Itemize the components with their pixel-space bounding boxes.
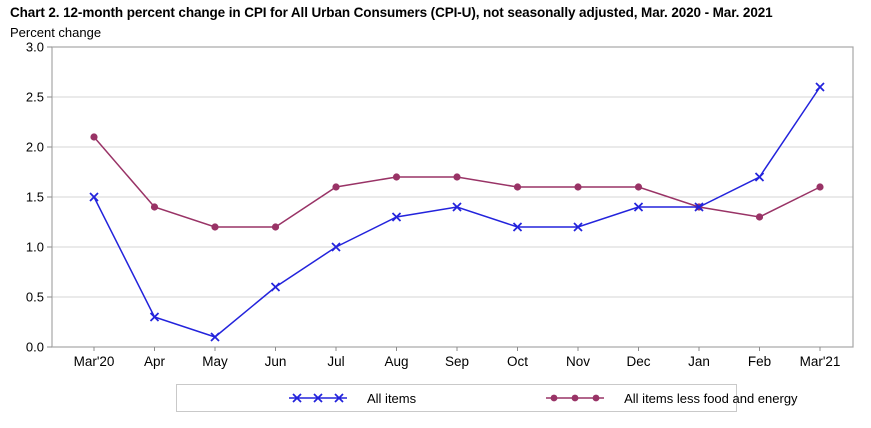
series-less-food-energy-marker [332,183,340,191]
x-tick-label: Oct [507,354,528,369]
series-less-food-energy-marker [453,173,461,181]
legend-item-core: All items less food and energy [546,390,798,406]
series-all-items-marker [149,312,160,322]
x-tick-label: Feb [748,354,771,369]
series-less-food-energy-marker [271,223,280,231]
y-tick-label: 1.5 [26,190,44,205]
series-less-food-energy-marker [150,203,159,211]
series-all-items-marker [270,282,281,292]
series-less-food-energy-marker [211,223,219,231]
legend-label-all-items: All items [367,390,417,406]
series-less-food-energy-line [93,136,821,228]
series-less-food-energy-marker [816,183,824,191]
series-all-items-marker [452,202,462,212]
legend-label-core: All items less food and energy [624,390,798,406]
legend-item-all-items: All items [289,391,416,406]
x-tick-label: Mar'20 [74,354,115,369]
series-all-items-line [93,86,821,338]
legend-swatch-line-x-icon [289,393,347,403]
x-tick-label: May [202,354,228,369]
x-tick-label: Aug [384,354,408,369]
series-less-food-energy-marker [574,183,582,191]
x-tick-label: Dec [626,354,650,369]
y-axis-unit-label: Percent change [10,25,102,40]
y-tick-label: 0.5 [26,290,44,305]
series-all-items-marker [331,242,341,252]
x-tick-label: Jun [265,354,287,369]
legend-swatch-line-dot-icon [546,394,605,402]
series-less-food-energy-marker [90,133,98,141]
series-all-items-marker [89,192,99,202]
series-less-food-energy-marker [513,183,522,191]
y-tick-label: 2.0 [26,140,44,155]
y-tick-label: 3.0 [26,40,44,55]
series-all-items-marker [694,202,704,212]
series-all-items-marker [633,202,644,212]
series-all-items-marker [754,172,765,182]
legend: All items All items less food and energy [176,384,798,412]
x-tick-label: Jul [327,354,344,369]
series-all-items-marker [512,222,523,232]
x-tick-label: Jan [688,354,710,369]
series-less-food-energy-marker [634,183,643,191]
series-all-items-marker [210,332,220,342]
series-all-items-marker [815,82,825,92]
x-tick-label: Mar'21 [800,354,841,369]
series-all-items-marker [391,212,402,222]
series-less-food-energy-marker [755,213,764,221]
series-less-food-energy-marker [392,173,401,181]
y-tick-label: 0.0 [26,340,44,355]
y-tick-label: 2.5 [26,90,44,105]
x-tick-label: Apr [144,354,166,369]
x-tick-label: Nov [566,354,590,369]
y-tick-label: 1.0 [26,240,44,255]
series-all-items-marker [573,222,583,232]
x-tick-label: Sep [445,354,469,369]
chart-title: Chart 2. 12-month percent change in CPI … [10,5,773,20]
